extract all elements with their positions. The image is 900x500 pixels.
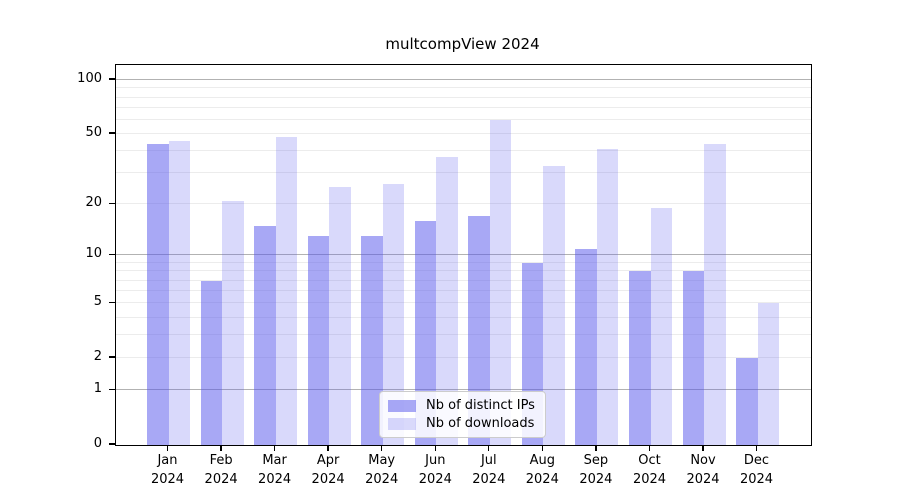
bar-distinct-ips xyxy=(200,280,222,445)
bar-downloads xyxy=(436,157,458,445)
x-axis-tickmark xyxy=(381,445,383,451)
x-axis-tick-label: Oct 2024 xyxy=(632,453,667,487)
x-axis-tick-label: Nov 2024 xyxy=(686,453,720,487)
minor-gridline xyxy=(116,118,811,120)
bar-downloads xyxy=(757,303,779,445)
x-axis-tick-label: Mar 2024 xyxy=(258,453,292,487)
bar-distinct-ips xyxy=(147,143,169,445)
legend-swatch-distinct-ips xyxy=(388,399,416,412)
x-axis-tickmark xyxy=(702,445,704,451)
bar-distinct-ips xyxy=(682,271,704,445)
chart-title: multcompView 2024 xyxy=(385,35,540,53)
x-axis-tick-label: Sep 2024 xyxy=(579,453,613,487)
y-axis-tickmark xyxy=(109,356,115,358)
plot-area: Nb of distinct IPs Nb of downloads xyxy=(115,64,812,446)
y-axis-tick-label: 5 xyxy=(93,294,102,310)
x-axis-tickmark xyxy=(220,445,222,451)
x-axis-tick-label: Apr 2024 xyxy=(311,453,345,487)
minor-gridline xyxy=(116,334,811,336)
bar-downloads xyxy=(489,119,512,445)
minor-gridline xyxy=(116,279,811,281)
y-axis-tick-label: 50 xyxy=(85,125,102,140)
bar-downloads xyxy=(168,140,190,445)
y-axis-tickmark xyxy=(109,253,115,256)
y-axis-tickmark xyxy=(109,443,115,445)
bar-distinct-ips xyxy=(414,220,437,445)
y-axis-tick-label: 1 xyxy=(93,381,102,397)
y-axis-tickmark xyxy=(109,388,115,390)
x-axis-tick-label: Dec 2024 xyxy=(739,453,774,487)
legend-label-distinct-ips: Nb of distinct IPs xyxy=(426,398,535,413)
minor-gridline xyxy=(116,261,811,263)
x-axis-tick-label: Jun 2024 xyxy=(418,453,452,487)
minor-gridline xyxy=(116,87,811,89)
minor-gridline xyxy=(116,290,811,292)
legend-label-downloads: Nb of downloads xyxy=(426,416,535,431)
minor-gridline xyxy=(116,270,811,272)
x-axis-tickmark xyxy=(434,445,436,451)
major-gridline xyxy=(116,254,811,256)
minor-gridline xyxy=(116,203,811,205)
x-axis-tickmark xyxy=(755,445,758,451)
x-axis-tick-label: Aug 2024 xyxy=(525,453,559,487)
minor-gridline xyxy=(116,316,811,318)
y-axis-tick-label: 0 xyxy=(93,436,102,451)
y-axis-tick-label: 100 xyxy=(77,71,102,86)
minor-gridline xyxy=(116,172,811,174)
major-gridline xyxy=(116,79,811,80)
bar-distinct-ips xyxy=(468,216,490,445)
minor-gridline xyxy=(116,96,811,98)
x-axis-tick-label: Jul 2024 xyxy=(472,453,506,487)
minor-gridline xyxy=(116,150,811,152)
bar-downloads xyxy=(275,137,298,445)
legend-swatch-downloads xyxy=(388,417,416,430)
bar-downloads xyxy=(704,143,726,445)
x-axis-tickmark xyxy=(648,445,651,451)
y-axis-tick-label: 2 xyxy=(93,349,102,365)
x-axis-tickmark xyxy=(273,445,276,451)
y-axis-tickmark xyxy=(109,132,115,134)
x-axis-tickmark xyxy=(327,445,329,451)
minor-gridline xyxy=(116,302,811,304)
y-axis-tickmark xyxy=(109,78,115,80)
x-axis-tickmark xyxy=(541,445,543,451)
x-axis-tick-label: Jan 2024 xyxy=(150,453,185,487)
bar-downloads xyxy=(329,187,351,445)
y-axis-tick-label: 20 xyxy=(85,195,102,211)
minor-gridline xyxy=(116,357,811,359)
x-axis-tickmark xyxy=(595,445,597,451)
bar-downloads xyxy=(222,200,244,445)
bar-distinct-ips xyxy=(361,236,383,445)
bar-downloads xyxy=(382,184,405,445)
y-axis-tickmark xyxy=(109,301,115,303)
minor-gridline xyxy=(116,106,811,108)
x-axis-tick-label: Feb 2024 xyxy=(204,453,238,487)
x-axis-tickmark xyxy=(166,445,169,451)
bar-distinct-ips xyxy=(307,236,330,445)
bar-distinct-ips xyxy=(736,358,758,445)
x-axis-tickmark xyxy=(488,445,490,451)
legend: Nb of distinct IPs Nb of downloads xyxy=(379,391,546,438)
bar-distinct-ips xyxy=(575,248,597,445)
bar-distinct-ips xyxy=(629,271,651,445)
minor-gridline xyxy=(116,133,811,134)
legend-row-distinct-ips: Nb of distinct IPs xyxy=(388,398,535,413)
legend-row-downloads: Nb of downloads xyxy=(388,416,535,431)
bar-distinct-ips xyxy=(254,225,276,445)
bar-downloads xyxy=(650,208,672,445)
y-axis-tickmark xyxy=(109,202,115,204)
bar-downloads xyxy=(543,166,565,445)
x-axis-tick-label: May 2024 xyxy=(365,453,399,487)
y-axis-tick-label: 10 xyxy=(85,246,102,262)
bar-downloads xyxy=(596,149,619,445)
major-gridline xyxy=(116,389,811,391)
